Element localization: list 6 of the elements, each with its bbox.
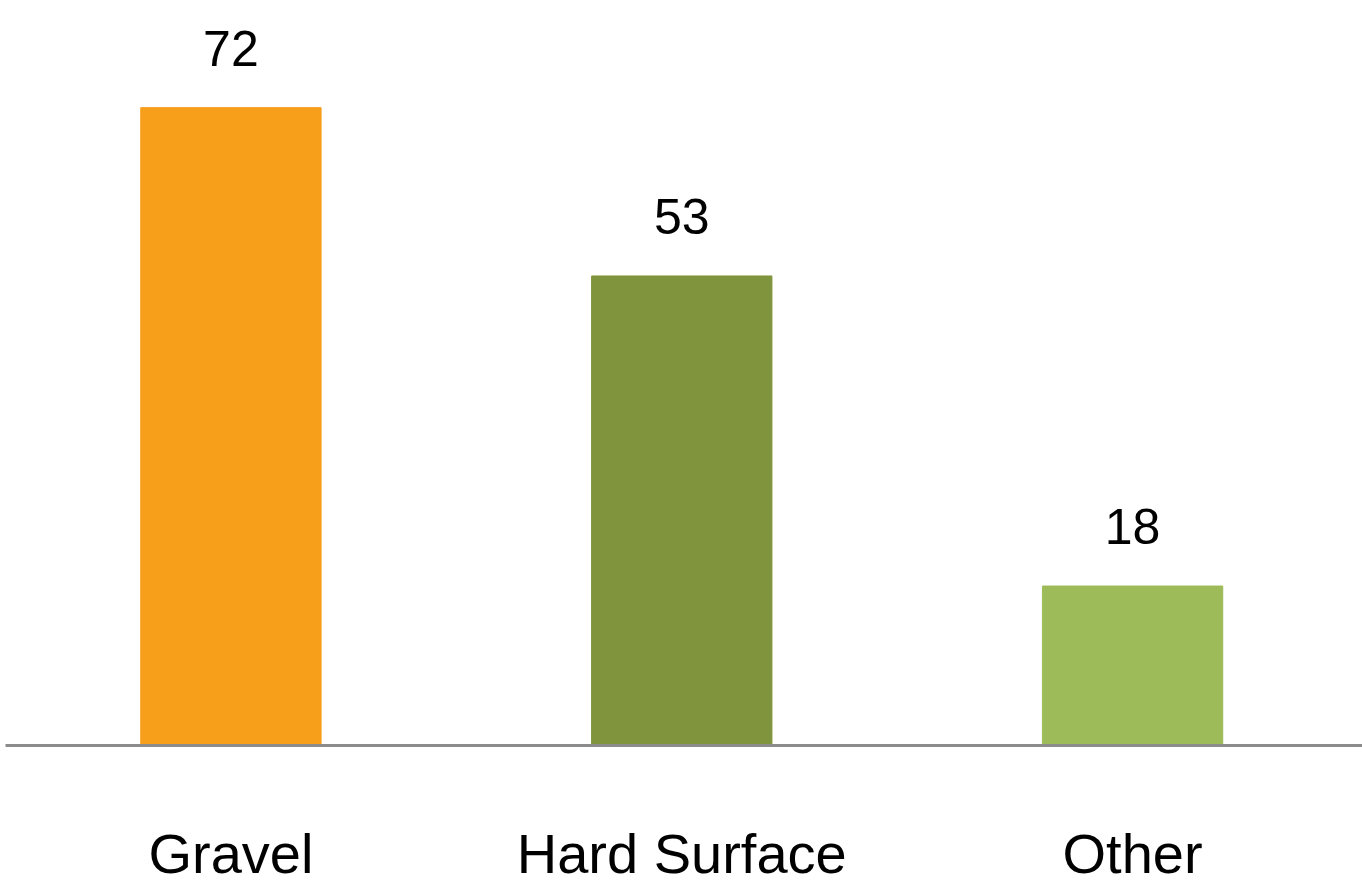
data-label: 53 — [653, 188, 710, 245]
x-tick-label: Hard Surface — [516, 821, 847, 885]
data-label: 18 — [1104, 499, 1161, 556]
data-label: 72 — [203, 20, 259, 77]
x-tick-label: Gravel — [148, 821, 314, 885]
x-tick-label: Other — [1062, 821, 1203, 885]
